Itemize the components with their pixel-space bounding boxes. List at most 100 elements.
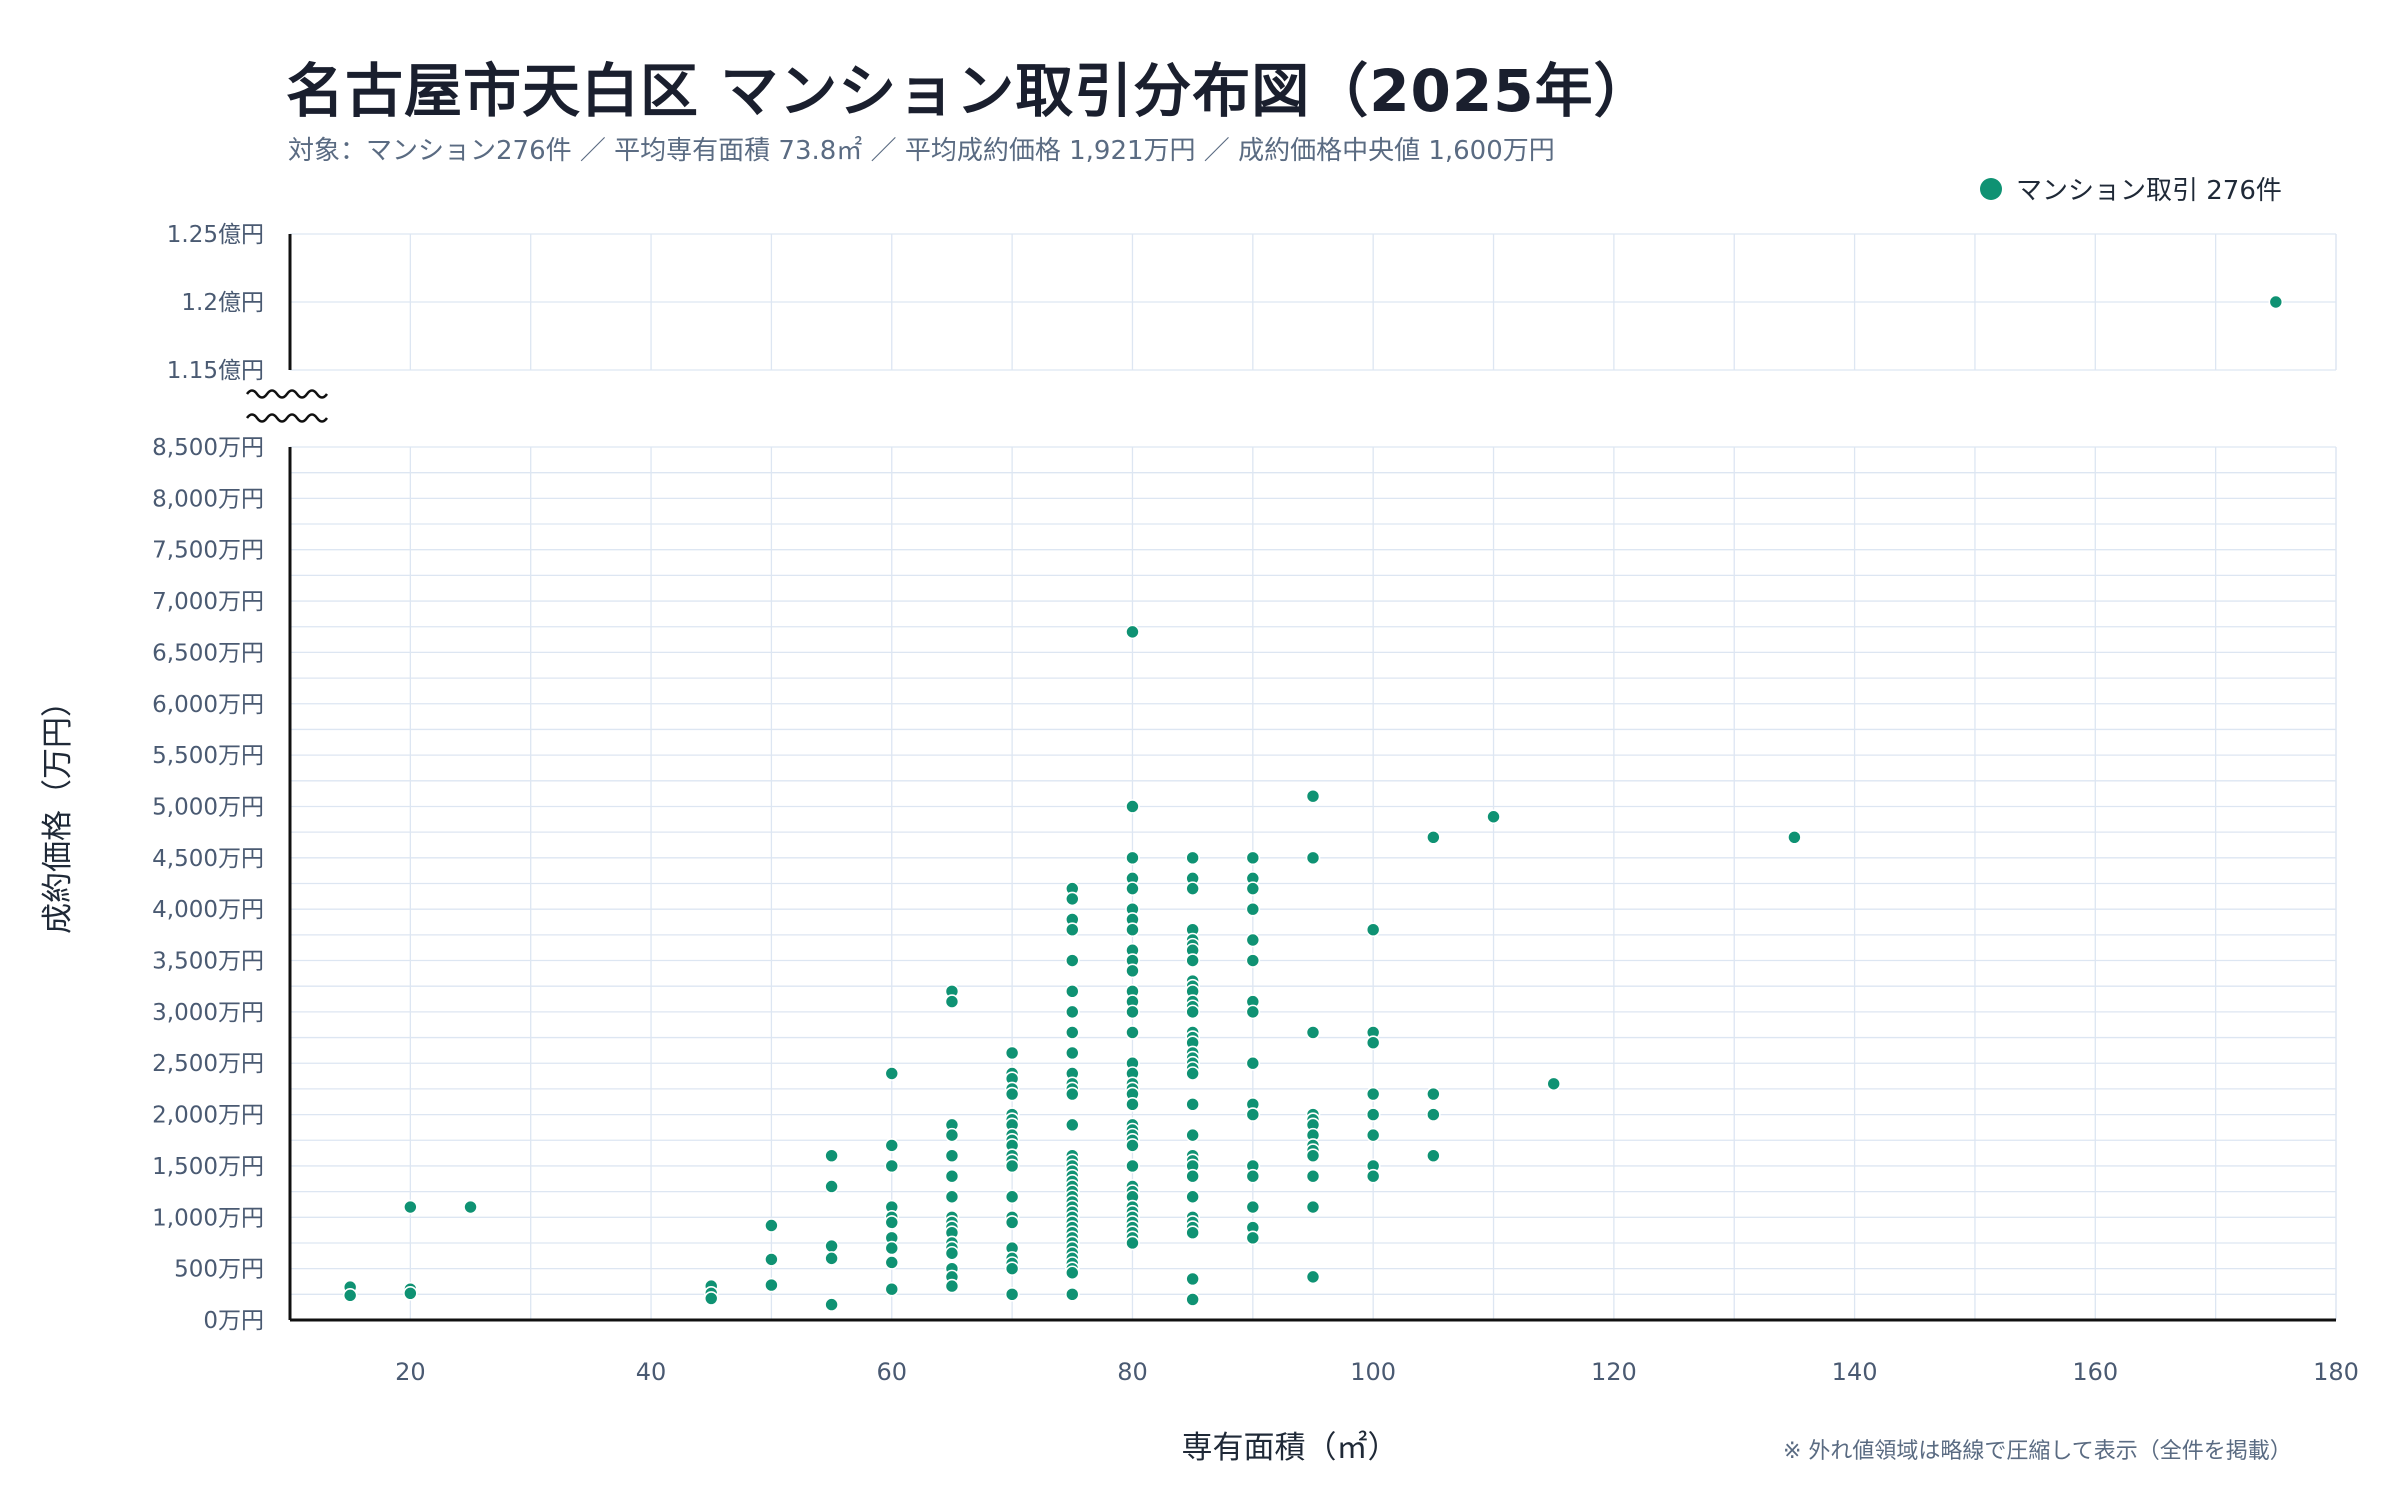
data-point: [1245, 850, 1261, 866]
data-point: [1004, 1086, 1020, 1102]
x-tick-label: 160: [2072, 1358, 2118, 1386]
data-point: [824, 1251, 839, 1266]
y-tick-label: 1.15億円: [167, 358, 264, 384]
data-points: [342, 294, 2284, 1312]
y-tick-label: 1.25億円: [167, 222, 264, 248]
data-point: [1004, 1287, 1020, 1302]
data-point: [1305, 1269, 1321, 1285]
data-point: [1004, 1189, 1020, 1205]
data-point: [884, 1255, 900, 1270]
data-point: [1185, 881, 1200, 896]
x-tick-label: 120: [1591, 1358, 1637, 1386]
y-tick-label: 5,000万円: [152, 794, 264, 820]
data-point: [1305, 788, 1321, 804]
y-tick-label: 7,500万円: [152, 538, 264, 564]
data-point: [1365, 1127, 1381, 1143]
chart-subtitle: 対象：マンション276件 ／ 平均専有面積 73.8㎡ ／ 平均成約価格 1,9…: [288, 136, 1555, 166]
data-point: [1787, 829, 1802, 845]
data-point: [1365, 1086, 1381, 1102]
y-tick-label: 500万円: [174, 1257, 264, 1283]
data-point: [1064, 1086, 1080, 1102]
data-point: [884, 1240, 900, 1256]
data-point: [1245, 1107, 1261, 1122]
data-point: [1185, 1097, 1200, 1112]
x-tick-label: 100: [1350, 1358, 1396, 1386]
data-point: [1004, 1045, 1020, 1061]
axis-break-mark: [245, 389, 329, 399]
data-point: [1004, 1215, 1020, 1230]
data-point: [884, 1138, 900, 1153]
y-tick-label: 2,000万円: [152, 1103, 264, 1129]
y-tick-label: 8,000万円: [152, 486, 264, 512]
data-point: [342, 1288, 358, 1303]
data-point: [1185, 1004, 1200, 1020]
data-point: [1365, 922, 1381, 938]
grid: [290, 233, 2337, 1320]
data-point: [1245, 953, 1261, 968]
data-point: [1064, 953, 1080, 968]
data-point: [824, 1148, 839, 1163]
data-point: [1245, 901, 1261, 917]
data-point: [1245, 1199, 1261, 1215]
data-point: [1245, 1055, 1261, 1071]
data-point: [1245, 1230, 1261, 1246]
x-tick-label: 180: [2313, 1358, 2359, 1386]
chart-title: 名古屋市天白区 マンション取引分布図（2025年）: [286, 57, 1653, 125]
data-point: [1064, 1025, 1080, 1040]
y-tick-label: 4,500万円: [152, 846, 264, 872]
data-point: [1125, 1097, 1140, 1112]
data-point: [884, 1158, 900, 1174]
legend-marker: [1980, 177, 2002, 200]
data-point: [1004, 1261, 1020, 1276]
data-point: [463, 1199, 478, 1215]
data-point: [764, 1218, 779, 1233]
data-point: [1365, 1035, 1381, 1050]
data-point: [944, 1278, 960, 1294]
data-point: [1426, 1086, 1441, 1102]
data-point: [944, 1127, 960, 1143]
data-point: [1125, 1138, 1140, 1153]
data-point: [1064, 1265, 1080, 1281]
data-point: [824, 1297, 839, 1312]
data-point: [1064, 1117, 1080, 1133]
data-point: [1064, 922, 1080, 938]
data-point: [944, 1148, 960, 1163]
y-tick-label: 1,500万円: [152, 1154, 264, 1180]
y-tick-label: 5,500万円: [152, 743, 264, 769]
y-tick-label: 6,500万円: [152, 640, 264, 666]
data-point: [1125, 922, 1140, 938]
legend: マンション取引 276件: [1980, 170, 2282, 207]
data-point: [1245, 932, 1261, 948]
data-point: [1125, 850, 1140, 866]
data-point: [1185, 850, 1200, 866]
data-point: [1185, 953, 1200, 968]
data-point: [764, 1277, 779, 1293]
data-point: [1365, 1107, 1381, 1122]
data-point: [1426, 1148, 1441, 1163]
y-tick-label: 1.2億円: [181, 290, 264, 316]
data-point: [1064, 1045, 1080, 1061]
data-point: [1125, 1235, 1140, 1251]
axis-break-mask: [244, 383, 332, 431]
data-point: [884, 1066, 900, 1081]
data-point: [944, 1168, 960, 1184]
data-point: [403, 1199, 418, 1215]
data-point: [1125, 1025, 1140, 1040]
y-tick-label: 6,000万円: [152, 692, 264, 718]
y-tick-label: 4,000万円: [152, 897, 264, 923]
x-tick-label: 60: [876, 1358, 907, 1386]
data-point: [1125, 881, 1140, 896]
y-tick-label: 1,000万円: [152, 1205, 264, 1231]
data-point: [1064, 1287, 1080, 1302]
tick-labels: 20 40 60 80 100 120 140 160 180 0万円 500万円 1,000万円 1,…: [152, 222, 2359, 1386]
data-point: [703, 1291, 719, 1306]
data-point: [1305, 1199, 1321, 1215]
data-point: [944, 994, 960, 1009]
y-tick-label: 2,500万円: [152, 1051, 264, 1077]
data-point: [1185, 1271, 1200, 1287]
data-point: [1125, 1158, 1140, 1174]
data-point: [1125, 963, 1140, 979]
data-point: [944, 1189, 960, 1205]
footnote: ※ 外れ値領域は略線で圧縮して表示（全件を掲載）: [1783, 1439, 2292, 1464]
